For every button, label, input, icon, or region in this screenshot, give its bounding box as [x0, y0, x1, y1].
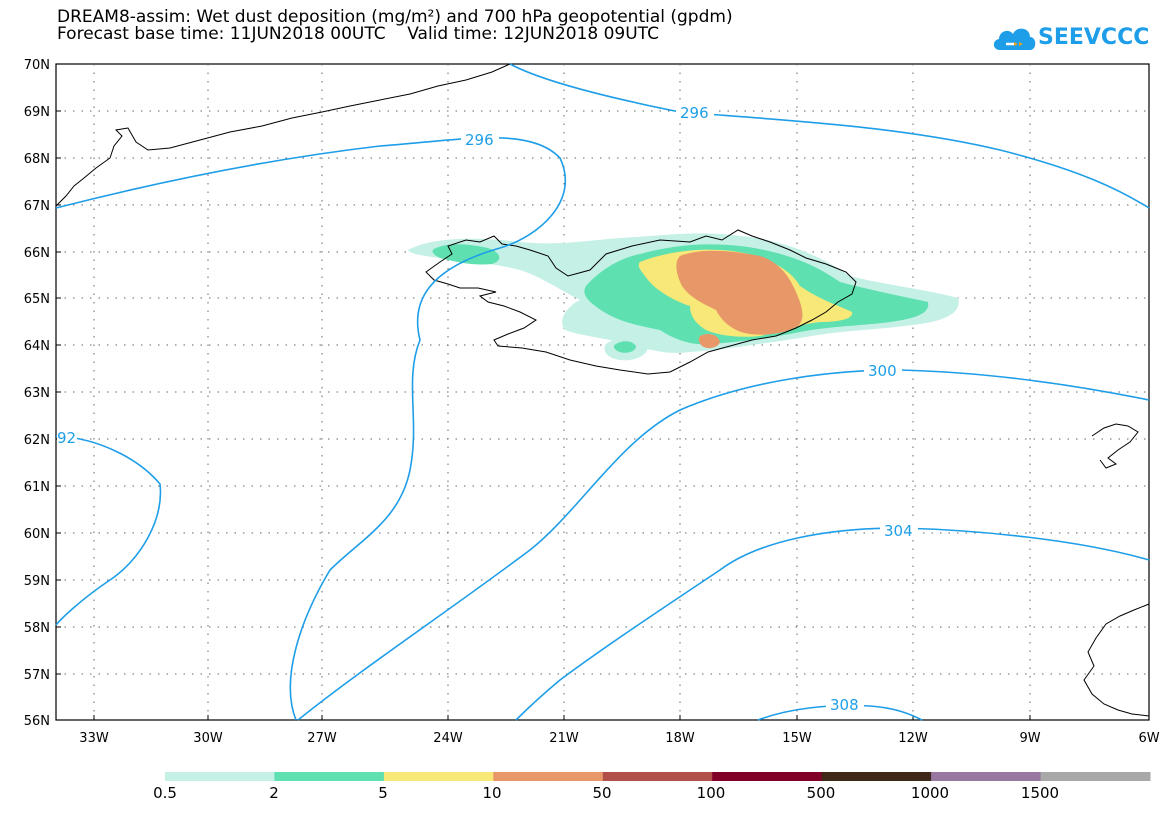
lon-label: 24W — [433, 731, 463, 746]
colorbar-swatch — [274, 772, 385, 781]
contour-292 — [55, 435, 162, 626]
lon-label: 12W — [898, 731, 928, 746]
colorbar-label: 50 — [592, 784, 612, 802]
faroe-coast — [1091, 423, 1139, 469]
lat-label: 63N — [24, 386, 50, 401]
colorbar-label: 5 — [378, 784, 388, 802]
contour-308 — [757, 704, 923, 721]
lat-label: 59N — [24, 574, 50, 589]
colorbar-swatch — [1040, 772, 1151, 781]
lon-label: 27W — [307, 731, 337, 746]
lon-label: 33W — [79, 731, 109, 746]
lat-label: 70N — [24, 58, 50, 73]
contour-label-304: 304 — [884, 522, 913, 540]
colorbar-swatch — [383, 772, 494, 781]
deposition-10-area — [676, 250, 803, 335]
colorbar-swatch — [821, 772, 932, 781]
graticule — [56, 64, 1149, 720]
colorbar-swatch — [602, 772, 713, 781]
lat-label: 67N — [24, 199, 50, 214]
contour-296-loop — [55, 136, 567, 721]
colorbar — [165, 772, 1151, 781]
contour-300 — [297, 369, 1150, 721]
colorbar-label: 2 — [269, 784, 279, 802]
lat-label: 60N — [24, 527, 50, 542]
lon-label: 30W — [193, 731, 223, 746]
map-title: DREAM8-assim: Wet dust deposition (mg/m²… — [57, 7, 733, 27]
map-subtitle: Forecast base time: 11JUN2018 00UTC Vali… — [57, 24, 659, 44]
lat-label: 61N — [24, 480, 50, 495]
colorbar-label: 1500 — [1020, 784, 1060, 802]
longitude-labels: 33W 30W 27W 24W 21W 18W 15W 12W 9W 6W — [79, 731, 1159, 746]
lat-label: 56N — [24, 714, 50, 729]
lat-label: 66N — [24, 246, 50, 261]
logo-text: SEEVCCC — [1038, 25, 1150, 50]
deposition-10-south — [698, 334, 720, 349]
contour-296-north — [509, 63, 1150, 209]
colorbar-label: 100 — [696, 784, 726, 802]
contour-labels: 296 296 300 304 308 92 — [57, 103, 918, 714]
lat-label: 57N — [24, 668, 50, 683]
coastlines — [55, 63, 1150, 717]
colorbar-label: 10 — [482, 784, 502, 802]
contour-label-296-north: 296 — [680, 104, 709, 122]
seevccc-logo: SEEVCCC — [990, 20, 1150, 56]
axis-ticks — [56, 110, 1031, 720]
scotland-coast — [1083, 603, 1150, 717]
colorbar-swatch — [165, 772, 275, 781]
colorbar-label: 1000 — [910, 784, 950, 802]
iceland-coast — [425, 229, 857, 375]
lat-label: 68N — [24, 152, 50, 167]
dust-deposition-field — [408, 233, 959, 361]
cloud-icon — [993, 28, 1036, 50]
contour-label-292: 92 — [57, 429, 76, 447]
lat-label: 58N — [24, 621, 50, 636]
map-frame — [55, 63, 1150, 721]
lon-label: 15W — [782, 731, 812, 746]
lat-label: 64N — [24, 339, 50, 354]
lon-label: 9W — [1019, 731, 1040, 746]
lon-label: 18W — [665, 731, 695, 746]
lat-label: 65N — [24, 292, 50, 307]
greenland-coast — [55, 63, 511, 207]
lat-label: 62N — [24, 433, 50, 448]
colorbar-label: 0.5 — [153, 784, 177, 802]
colorbar-swatch — [931, 772, 1041, 781]
latitude-labels: 70N 69N 68N 67N 66N 65N 64N 63N 62N 61N … — [24, 58, 50, 729]
contour-label-300: 300 — [868, 362, 897, 380]
contour-label-308: 308 — [830, 696, 859, 714]
contour-304 — [515, 527, 1150, 721]
geopotential-contours — [55, 63, 1150, 721]
deposition-2-blob — [613, 341, 636, 353]
colorbar-swatch — [493, 772, 604, 781]
lon-label: 21W — [549, 731, 579, 746]
colorbar-label: 500 — [806, 784, 836, 802]
lat-label: 69N — [24, 105, 50, 120]
contour-label-296-west: 296 — [465, 131, 494, 149]
colorbar-swatch — [712, 772, 823, 781]
lon-label: 6W — [1138, 731, 1159, 746]
